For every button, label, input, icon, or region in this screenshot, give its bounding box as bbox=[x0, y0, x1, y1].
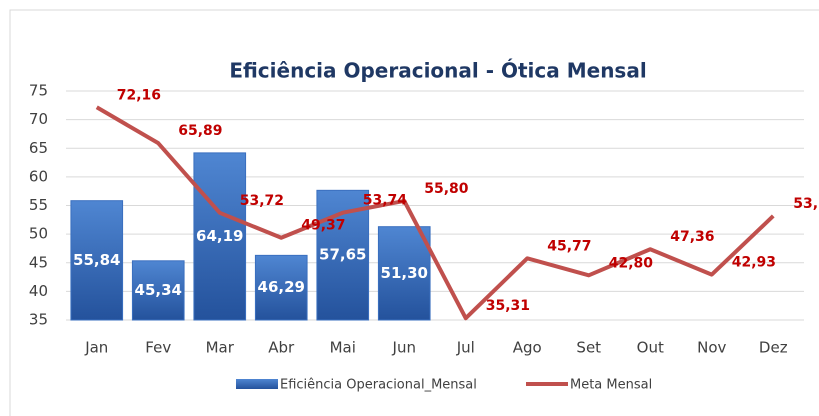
bar bbox=[131, 260, 185, 321]
x-tick-label: Abr bbox=[268, 339, 295, 357]
legend-swatch bbox=[236, 379, 278, 389]
y-tick-label: 65 bbox=[29, 139, 48, 157]
bar bbox=[193, 152, 247, 321]
x-tick-label: Dez bbox=[759, 339, 788, 357]
y-tick-label: 70 bbox=[29, 110, 48, 128]
line-value-label: 42,80 bbox=[609, 255, 654, 271]
bar-value-label: 64,19 bbox=[196, 227, 243, 245]
line-value-label: 55,80 bbox=[424, 181, 469, 197]
y-tick-label: 45 bbox=[29, 253, 48, 271]
y-tick-label: 60 bbox=[29, 167, 48, 185]
line-value-label: 35,31 bbox=[486, 298, 530, 314]
line-value-label: 47,36 bbox=[670, 229, 714, 245]
x-tick-label: Fev bbox=[145, 339, 171, 357]
y-tick-label: 35 bbox=[29, 311, 48, 329]
line-value-label: 65,89 bbox=[178, 123, 222, 139]
chart-frame bbox=[9, 9, 819, 416]
bar-value-label: 46,29 bbox=[258, 278, 305, 296]
x-tick-label: Jun bbox=[392, 339, 416, 357]
legend-label: Meta Mensal bbox=[570, 378, 652, 393]
x-tick-label: Set bbox=[576, 339, 601, 357]
y-tick-label: 55 bbox=[29, 196, 48, 214]
x-tick-label: Mar bbox=[206, 339, 235, 357]
x-tick-label: Jul bbox=[456, 339, 475, 357]
bar-value-label: 57,65 bbox=[319, 246, 366, 264]
line-value-label: 45,77 bbox=[547, 238, 591, 254]
legend-label: Eficiência Operacional_Mensal bbox=[280, 378, 477, 393]
bar bbox=[254, 254, 308, 321]
line-value-label: 53,17 bbox=[793, 196, 819, 212]
bar bbox=[70, 200, 124, 321]
line-value-label: 49,37 bbox=[301, 218, 345, 234]
y-tick-label: 50 bbox=[29, 225, 48, 243]
bar-value-label: 45,34 bbox=[135, 281, 182, 299]
y-tick-label: 40 bbox=[29, 282, 48, 300]
bar-value-label: 51,30 bbox=[381, 264, 428, 282]
bar bbox=[377, 226, 431, 321]
chart-title: Eficiência Operacional - Ótica Mensal bbox=[229, 59, 646, 83]
line bbox=[95, 105, 775, 321]
line-value-label: 53,72 bbox=[240, 193, 284, 209]
x-tick-label: Jan bbox=[84, 339, 108, 357]
line-value-label: 53,74 bbox=[363, 193, 408, 209]
x-tick-label: Mai bbox=[330, 339, 356, 357]
y-tick-label: 75 bbox=[29, 82, 48, 100]
line-value-label: 72,16 bbox=[117, 87, 161, 103]
bar-value-label: 55,84 bbox=[73, 251, 120, 269]
x-tick-label: Nov bbox=[697, 339, 726, 357]
line-value-label: 42,93 bbox=[732, 255, 776, 271]
x-tick-label: Ago bbox=[513, 339, 542, 357]
x-tick-label: Out bbox=[637, 339, 664, 357]
